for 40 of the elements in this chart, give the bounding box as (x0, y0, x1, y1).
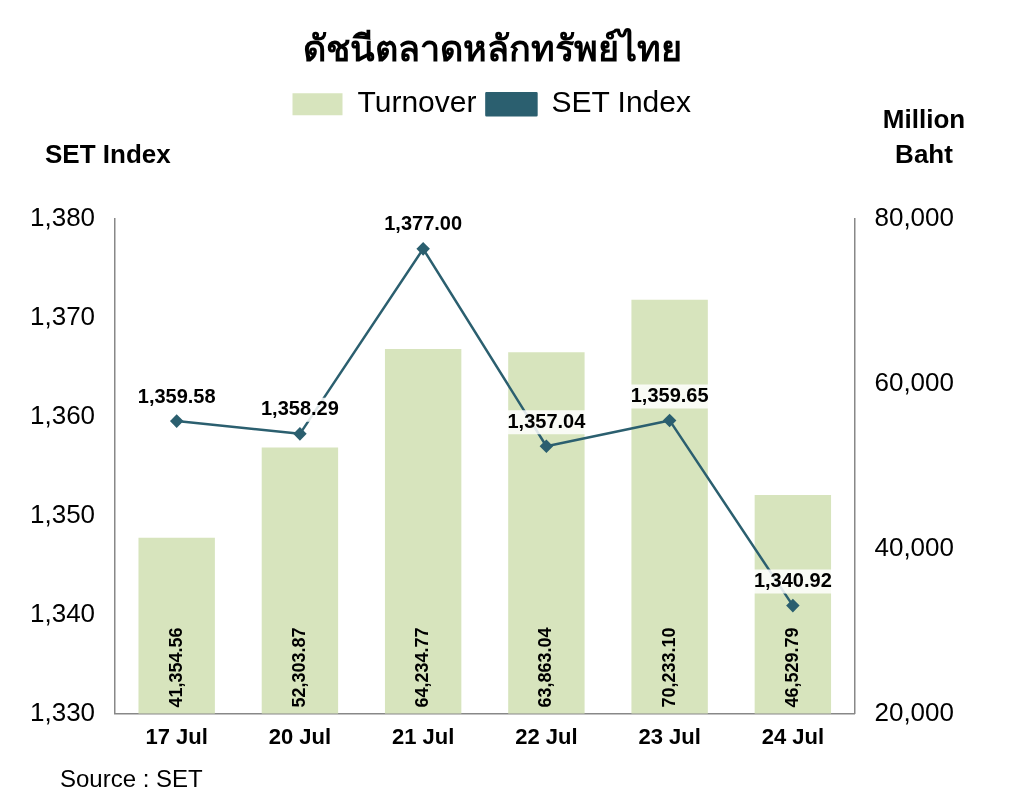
y-tick-label: 1,380 (29, 202, 96, 233)
y-tick-label: 1,340 (29, 597, 96, 628)
x-tick-label: 24 Jul (761, 723, 825, 749)
data-label: 1,357.04 (507, 409, 587, 432)
y2-tick-label: 20,000 (874, 696, 955, 727)
data-label: 1,359.58 (137, 384, 216, 407)
point (416, 242, 430, 256)
point (293, 427, 307, 441)
legend-label: SET Index (551, 85, 691, 119)
source-note: Source : SET (60, 764, 204, 792)
x-tick-label: 23 Jul (638, 723, 701, 749)
y2-tick-label: 40,000 (874, 531, 955, 562)
data-label: 1,358.29 (260, 397, 339, 420)
x-tick-label: 22 Jul (515, 723, 578, 749)
data-label: 46,529.79 (781, 627, 802, 708)
chart-title: ดัชนีตลาดหลักทรัพย์ไทย (302, 26, 682, 69)
data-label: 1,340.92 (753, 569, 832, 592)
data-label: 70,233.10 (658, 627, 679, 708)
y-tick-label: 1,360 (29, 400, 96, 431)
data-label: 1,359.65 (630, 383, 709, 406)
data-label: 41,354.56 (165, 627, 186, 708)
x-tick-label: 17 Jul (145, 723, 208, 749)
data-label: 1,377.00 (384, 212, 463, 235)
y2-tick-label: 80,000 (874, 202, 955, 233)
y2-axis-title: Million Baht (882, 104, 966, 170)
x-tick-label: 21 Jul (391, 723, 455, 749)
y-tick-label: 1,330 (29, 696, 96, 727)
x-tick-label: 20 Jul (268, 723, 332, 749)
point (786, 599, 800, 612)
point (663, 414, 676, 427)
point (540, 439, 553, 453)
legend-label: Turnover (357, 85, 477, 119)
data-label: 63,863.04 (535, 627, 556, 708)
data-label: 52,303.87 (288, 627, 309, 708)
y-tick-label: 1,350 (29, 499, 96, 530)
data-label: 64,234.77 (412, 627, 433, 708)
y-axis-title: SET Index (45, 139, 172, 170)
point (170, 414, 183, 428)
y2-tick-label: 60,000 (874, 367, 955, 398)
y-tick-label: 1,370 (29, 301, 96, 332)
